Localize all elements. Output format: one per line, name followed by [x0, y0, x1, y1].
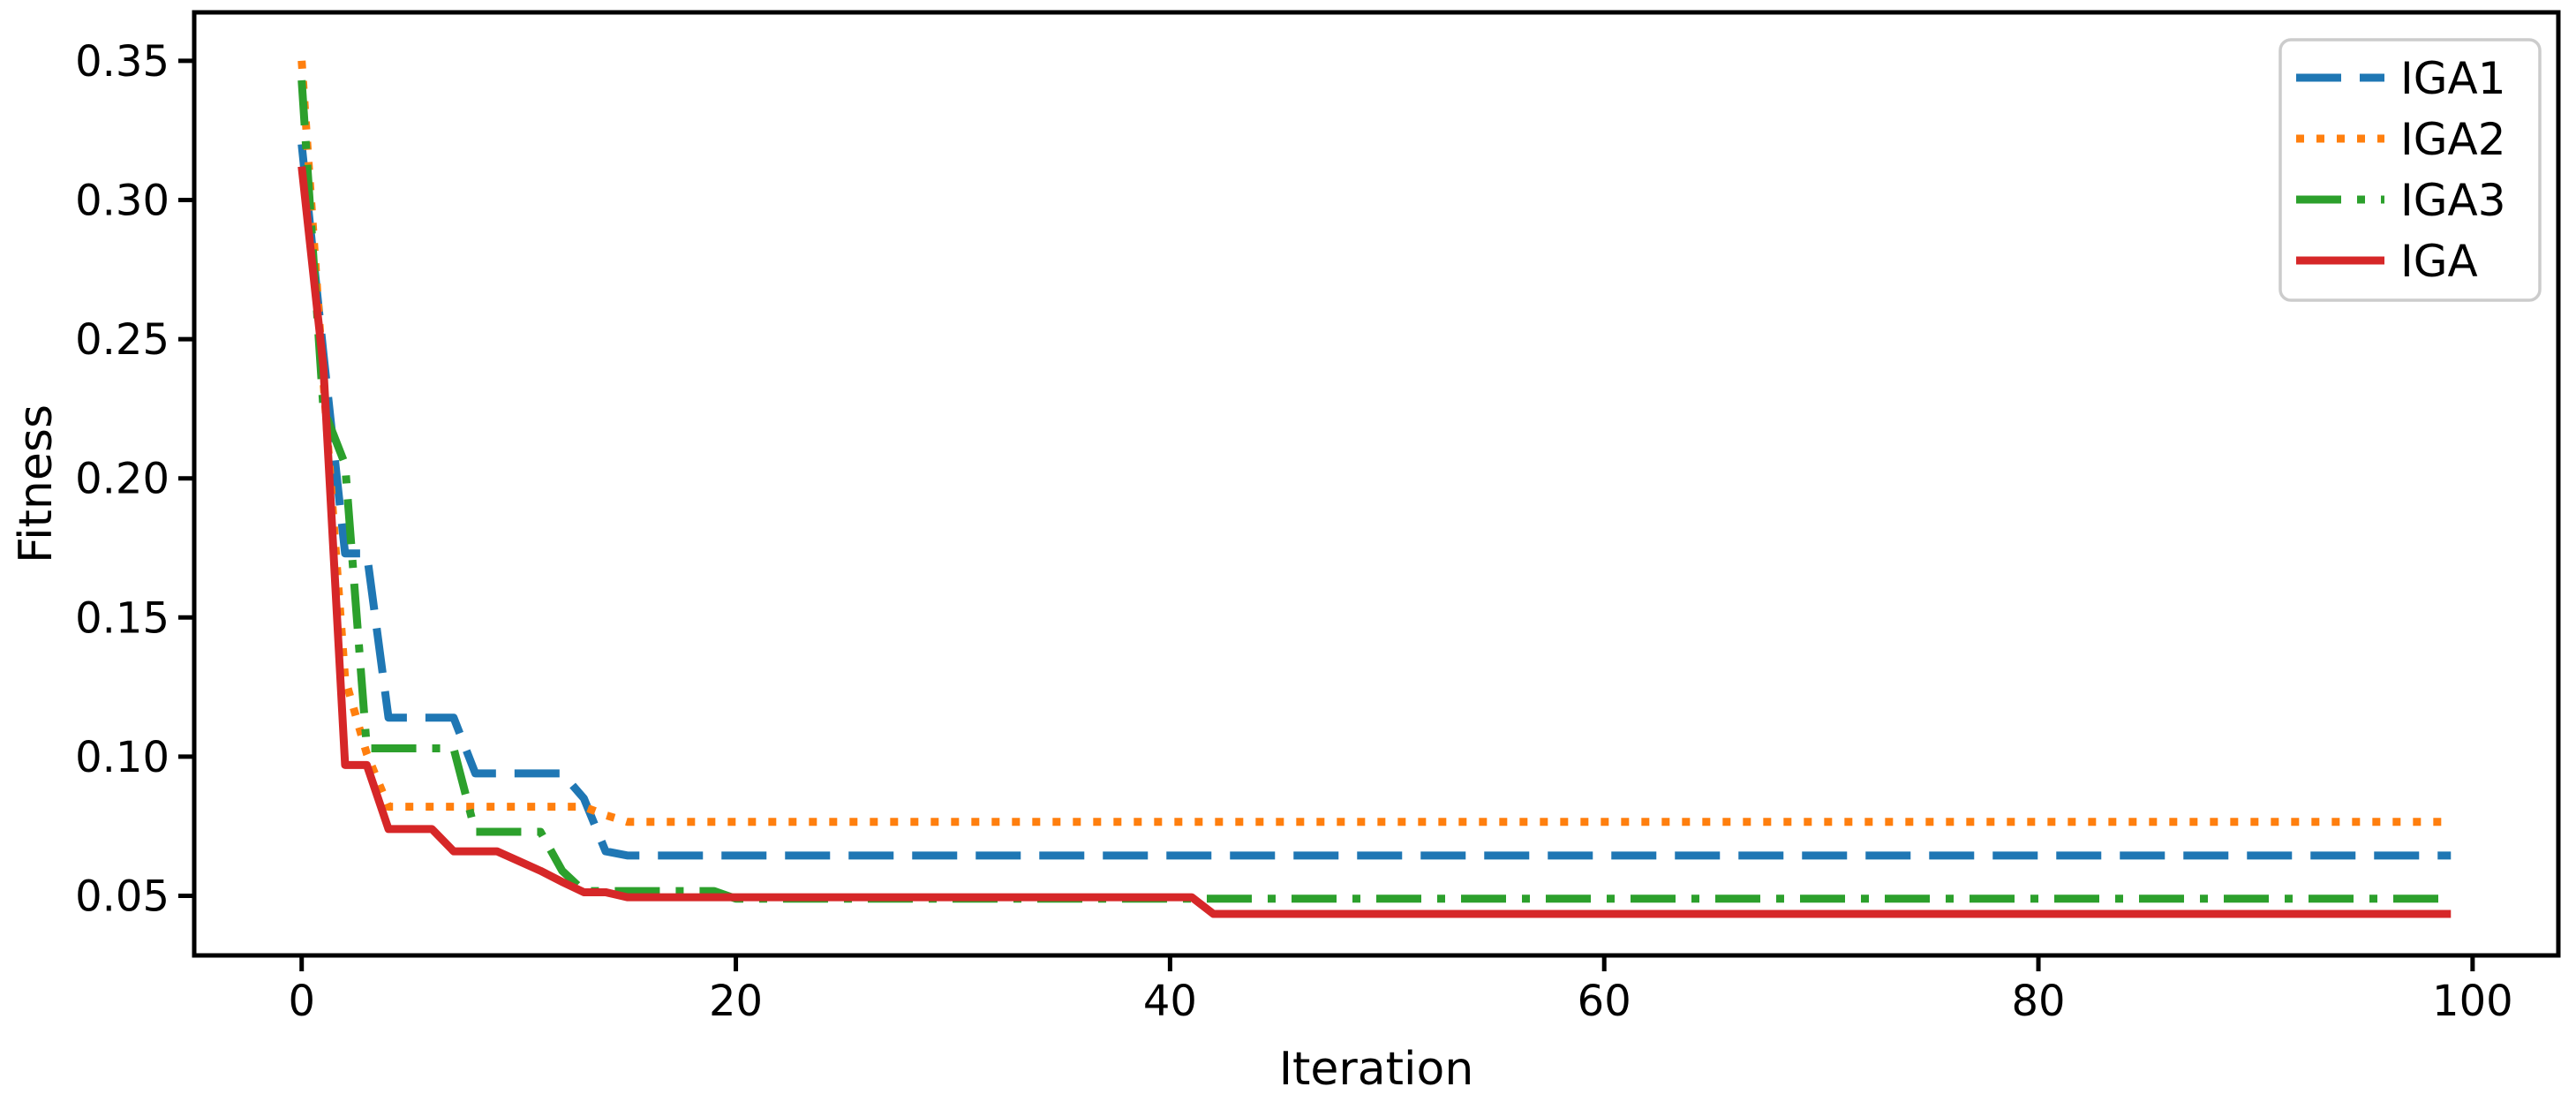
series-line-iga	[298, 166, 2452, 918]
legend-label: IGA	[2400, 236, 2478, 287]
legend-label: IGA2	[2400, 114, 2506, 165]
x-tick-label: 60	[1578, 977, 1631, 1026]
series-layer	[298, 60, 2452, 918]
x-axis-label: Iteration	[1279, 1043, 1474, 1096]
plot-border	[192, 10, 2561, 958]
x-tick-label: 0	[288, 977, 315, 1026]
legend-label: IGA1	[2400, 53, 2506, 104]
legend-entry-iga2: IGA2	[2296, 114, 2506, 165]
legend-box	[2278, 38, 2542, 302]
x-tick-label: 40	[1143, 977, 1197, 1026]
x-tick-label: 100	[2432, 977, 2513, 1026]
legend: IGA1 IGA2 IGA3 IGA	[2278, 38, 2542, 302]
y-tick-label: 0.15	[75, 593, 169, 643]
x-tick-label: 80	[2011, 977, 2065, 1026]
series-line-iga3	[298, 79, 2452, 903]
series-line-iga2	[298, 60, 2452, 826]
legend-entry-iga: IGA	[2296, 236, 2478, 287]
series-line-iga1	[298, 143, 2452, 860]
y-tick-label: 0.10	[75, 733, 169, 782]
legend-entry-iga1: IGA1	[2296, 53, 2506, 104]
legend-label: IGA3	[2400, 175, 2506, 226]
legend-entry-iga3: IGA3	[2296, 175, 2506, 226]
y-tick-label: 0.35	[75, 37, 169, 87]
axes-layer: 0 20 40 60 80 100 0.05 0.10 0.15 0.20 0.25 0.30 0.35	[75, 10, 2561, 1026]
y-axis-label: Fitness	[10, 404, 63, 563]
y-tick-label: 0.30	[75, 176, 169, 225]
x-tick-label: 20	[709, 977, 763, 1026]
y-tick-label: 0.05	[75, 872, 169, 922]
y-tick-label: 0.20	[75, 455, 169, 504]
y-tick-label: 0.25	[75, 315, 169, 365]
